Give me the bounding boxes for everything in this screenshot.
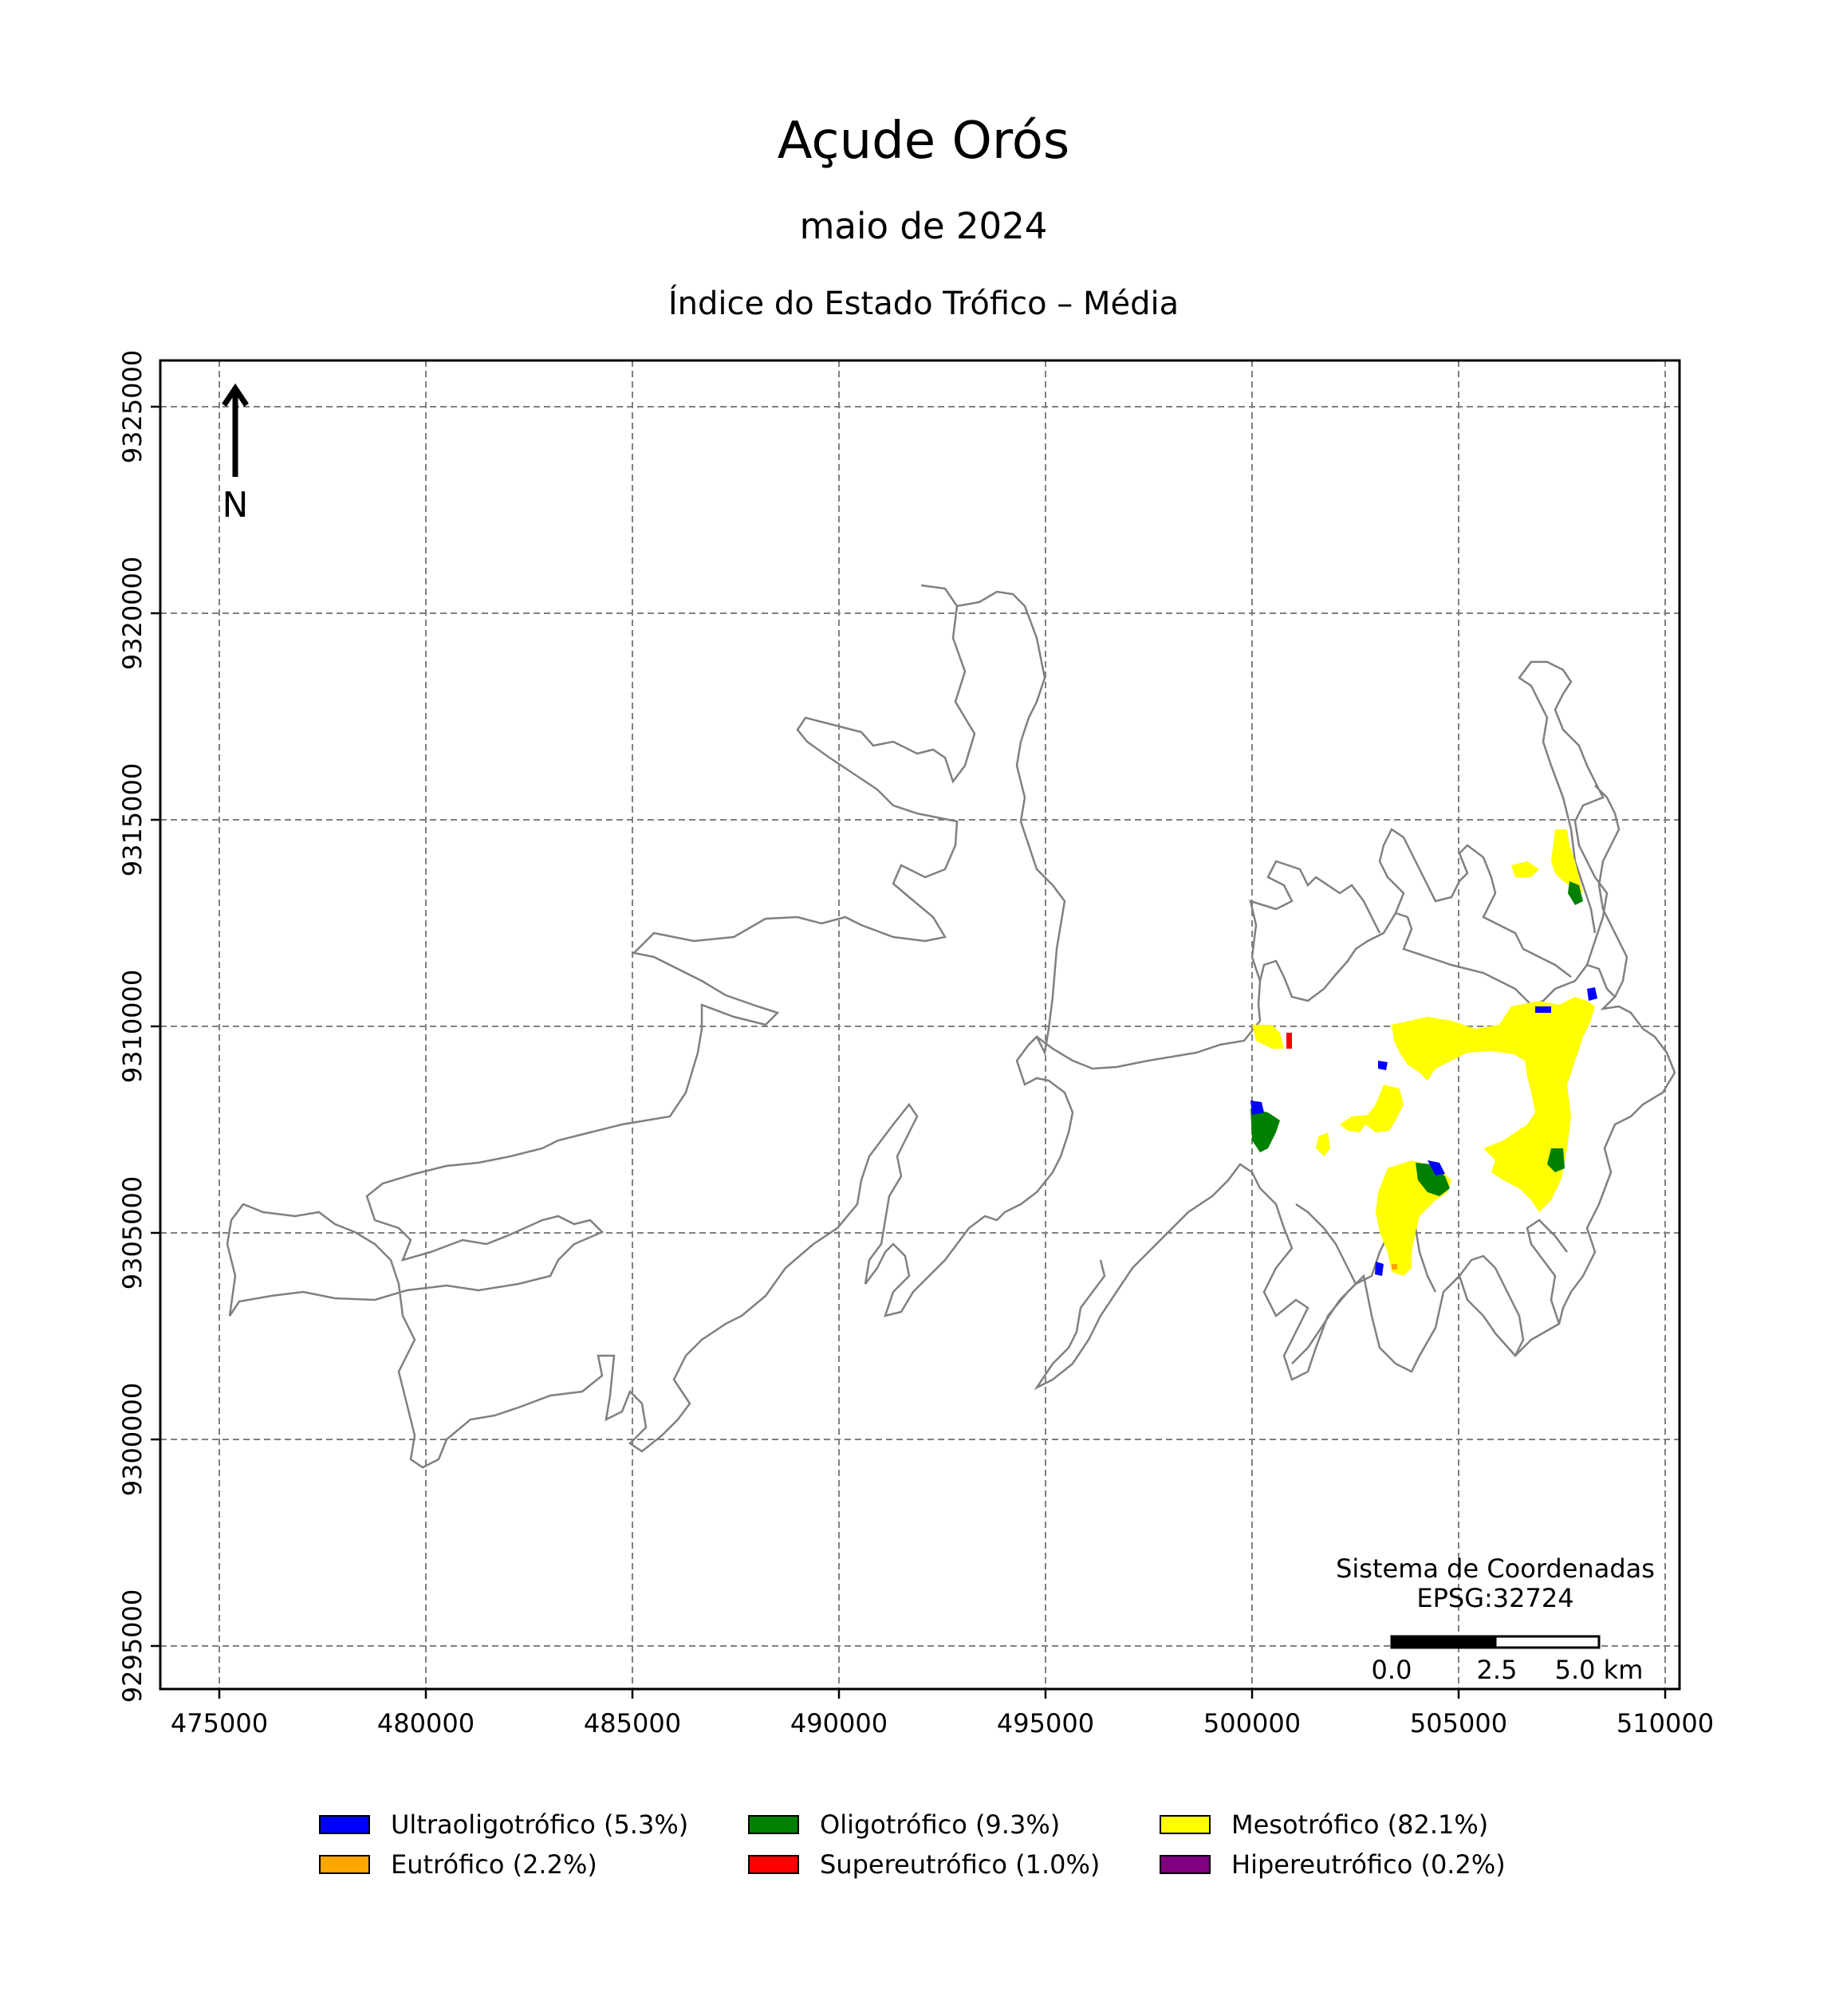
legend-label: Eutrófico (2.2%) (391, 1849, 597, 1880)
legend-item-mesotrofico: Mesotrófico (82.1%) (1160, 1809, 1488, 1841)
y-tick-label: 9300000 (117, 1383, 148, 1497)
x-tick-label: 495000 (997, 1708, 1094, 1738)
x-tick-label: 485000 (584, 1708, 681, 1738)
raster-eutrofico-1 (1392, 1264, 1397, 1270)
raster-mesotrofico-central (1392, 997, 1595, 1212)
legend-swatch (748, 1815, 799, 1834)
reservoir-outline-northeast (1249, 660, 1628, 998)
map-title: Açude Orós (777, 112, 1070, 171)
north-arrow: N (222, 383, 249, 526)
x-tick-label: 510000 (1617, 1708, 1714, 1738)
y-tick-label: 9320000 (117, 557, 148, 671)
legend-item-ultraoligotrofico: Ultraoligotrófico (5.3%) (319, 1809, 688, 1841)
reservoir-outline-east (1034, 912, 1676, 1391)
scale-label-2: 5.0 km (1555, 1655, 1644, 1685)
map-axes: 475000 480000 485000 490000 495000 500000 5050… (117, 350, 1714, 1738)
x-tick-label: 480000 (377, 1708, 475, 1738)
y-tick-label: 9325000 (117, 350, 148, 464)
y-tick-label: 9310000 (117, 970, 148, 1084)
scale-label-1: 2.5 (1477, 1655, 1518, 1685)
legend-label: Supereutrófico (1.0%) (820, 1849, 1101, 1880)
raster-mesotrofico-west (1252, 1025, 1284, 1049)
crs-line-2: EPSG:32724 (1416, 1583, 1573, 1613)
legend-swatch (319, 1855, 370, 1874)
legend-label: Hipereutrófico (0.2%) (1231, 1849, 1506, 1880)
raster-ultraoligotrofico-3 (1587, 987, 1597, 1001)
map-frame (159, 359, 1681, 1691)
x-tick-label: 500000 (1203, 1708, 1301, 1738)
legend: Ultraoligotrófico (5.3%) Oligotrófico (9… (319, 1809, 1563, 1904)
legend-swatch (748, 1855, 799, 1874)
map-subtitle: maio de 2024 (799, 205, 1048, 247)
reservoir-outline (226, 584, 1074, 1469)
y-tick-label: 9295000 (117, 1589, 148, 1703)
legend-label: Mesotrófico (82.1%) (1231, 1809, 1489, 1840)
legend-label: Ultraoligotrófico (5.3%) (391, 1809, 689, 1840)
raster-ultraoligotrofico-5 (1375, 1262, 1384, 1276)
raster-oligotrofico-south (1416, 1163, 1450, 1196)
crs-line-1: Sistema de Coordenadas (1336, 1553, 1655, 1584)
x-tick-label: 490000 (790, 1708, 888, 1738)
y-tick-label: 9315000 (117, 763, 148, 877)
x-tick-label: 505000 (1410, 1708, 1507, 1738)
legend-item-supereutrofico: Supereutrófico (1.0%) (748, 1849, 1100, 1880)
raster-ultraoligotrofico-1 (1250, 1101, 1264, 1115)
raster-ultraoligotrofico-6 (1378, 1061, 1388, 1070)
raster-mesotrofico-ne (1551, 829, 1583, 893)
raster-ultraoligotrofico-4 (1535, 1006, 1551, 1013)
raster-oligotrofico-ne (1568, 881, 1583, 905)
legend-item-eutrofico: Eutrófico (2.2%) (319, 1849, 597, 1880)
trophic-raster (1250, 829, 1597, 1276)
raster-mesotrofico-arm (1340, 1085, 1404, 1132)
legend-item-oligotrofico: Oligotrófico (9.3%) (748, 1809, 1060, 1841)
legend-swatch (1160, 1855, 1211, 1874)
x-tick-label: 475000 (171, 1708, 268, 1738)
raster-ultraoligotrofico-2 (1428, 1160, 1445, 1175)
y-tick-label: 9305000 (117, 1176, 148, 1290)
raster-mesotrofico-ne2 (1511, 861, 1539, 877)
raster-mesotrofico-left (1316, 1132, 1330, 1156)
legend-swatch (1160, 1815, 1211, 1834)
raster-oligotrofico-east (1547, 1148, 1565, 1172)
raster-oligotrofico-west (1250, 1108, 1280, 1152)
legend-label: Oligotrófico (9.3%) (820, 1809, 1061, 1840)
legend-item-hipereutrofico: Hipereutrófico (0.2%) (1160, 1849, 1506, 1880)
map-index-title: Índice do Estado Trófico – Média (668, 285, 1179, 322)
raster-supereutrofico-1 (1286, 1033, 1292, 1049)
legend-swatch (319, 1815, 370, 1834)
scale-bar: 0.0 2.5 5.0 km (1372, 1635, 1644, 1685)
scale-label-0: 0.0 (1372, 1655, 1412, 1685)
north-label: N (223, 485, 249, 526)
